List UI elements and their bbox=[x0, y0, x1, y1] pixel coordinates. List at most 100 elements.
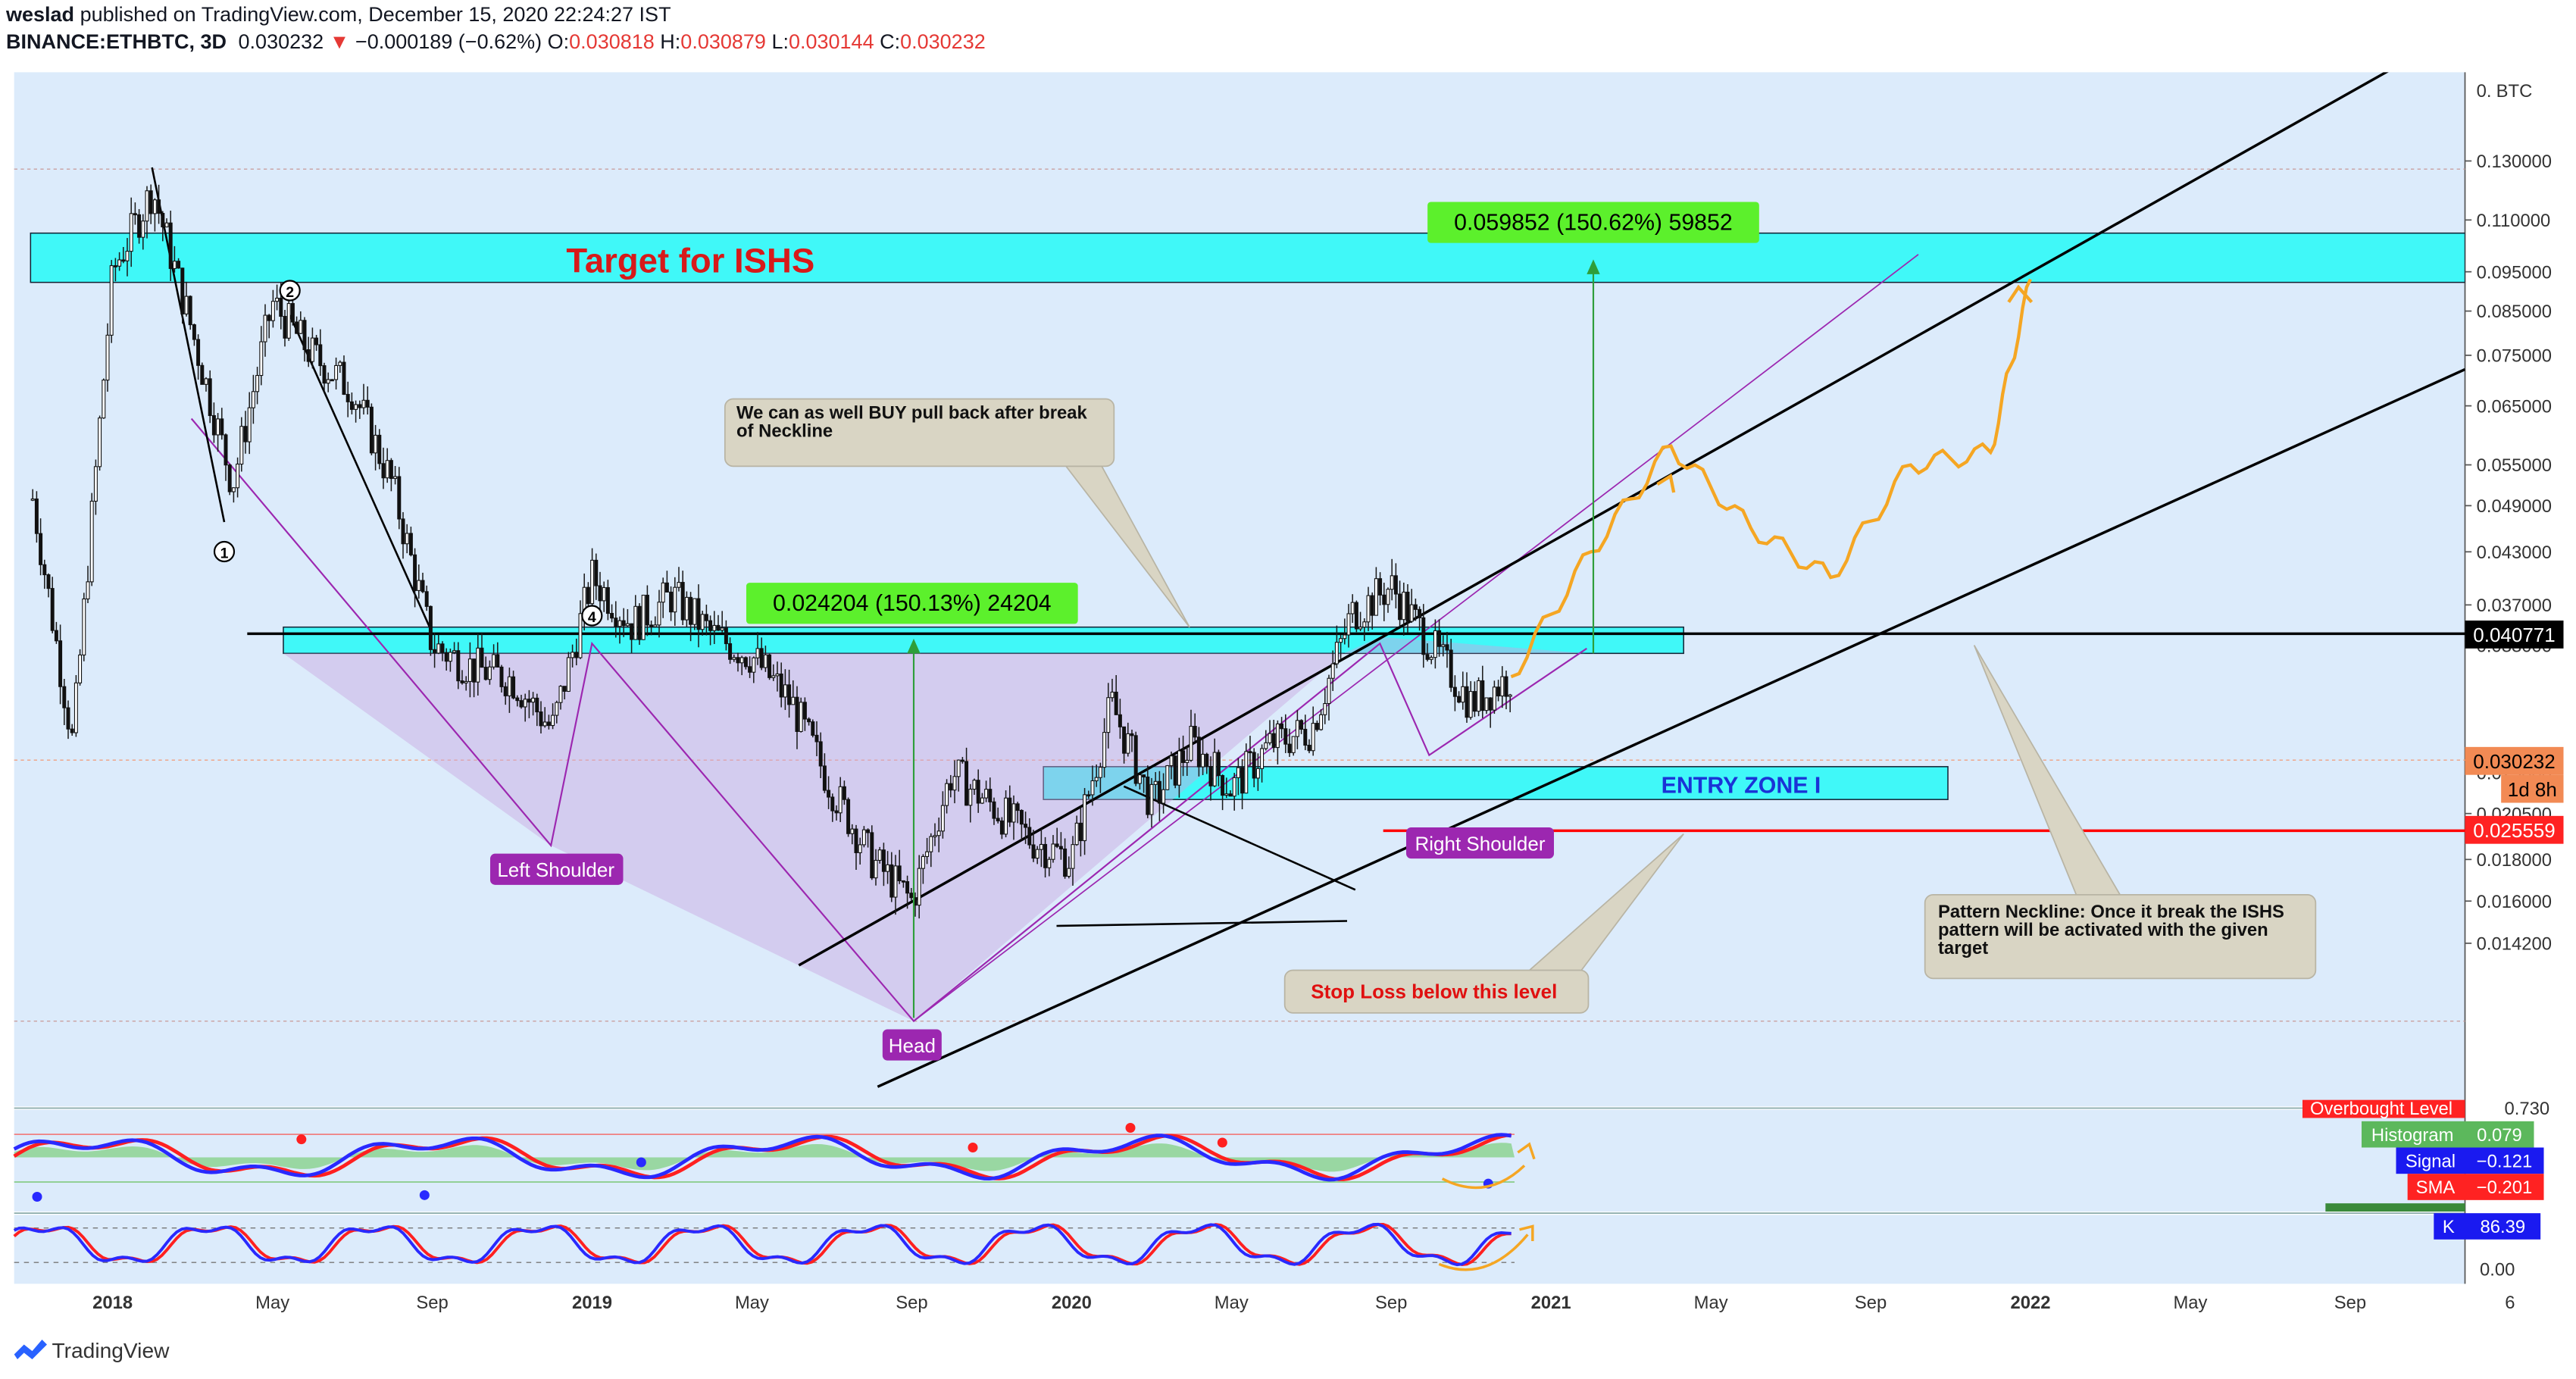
callout-box[interactable] bbox=[1283, 969, 1590, 1014]
macd-line[interactable] bbox=[13, 1133, 1512, 1182]
candle-body[interactable] bbox=[881, 849, 886, 872]
candle-body[interactable] bbox=[1287, 743, 1292, 753]
candle-body[interactable] bbox=[1008, 797, 1012, 823]
candle-body[interactable] bbox=[476, 647, 480, 683]
candle-body[interactable] bbox=[874, 859, 878, 879]
measure-label-box[interactable] bbox=[1427, 202, 1759, 243]
candle-body[interactable] bbox=[148, 190, 153, 214]
candle-body[interactable] bbox=[1437, 630, 1442, 647]
candle-body[interactable] bbox=[499, 666, 504, 687]
candle-body[interactable] bbox=[571, 652, 575, 658]
candle-body[interactable] bbox=[157, 199, 161, 214]
candle-body[interactable] bbox=[992, 801, 996, 819]
trendline[interactable] bbox=[289, 314, 433, 631]
candle-body[interactable] bbox=[487, 666, 492, 680]
candle-body[interactable] bbox=[680, 582, 685, 621]
candle-body[interactable] bbox=[1027, 827, 1032, 846]
candle-body[interactable] bbox=[551, 715, 555, 727]
candle-body[interactable] bbox=[318, 344, 323, 367]
candle-body[interactable] bbox=[542, 721, 547, 727]
candle-body[interactable] bbox=[1067, 868, 1071, 877]
candle-body[interactable] bbox=[496, 654, 500, 668]
wedge-line[interactable] bbox=[1123, 785, 1356, 891]
candle-body[interactable] bbox=[933, 835, 937, 837]
candle-body[interactable] bbox=[720, 627, 724, 631]
candle-body[interactable] bbox=[1264, 742, 1268, 749]
stoch-k-line[interactable] bbox=[13, 1222, 1512, 1267]
candle-body[interactable] bbox=[1445, 644, 1449, 651]
candle-body[interactable] bbox=[818, 741, 823, 767]
candle-body[interactable] bbox=[196, 339, 201, 366]
candle-body[interactable] bbox=[1083, 794, 1087, 842]
candle-body[interactable] bbox=[58, 640, 63, 687]
candle-body[interactable] bbox=[515, 697, 520, 702]
candle-body[interactable] bbox=[374, 434, 378, 454]
candle-body[interactable] bbox=[310, 337, 314, 362]
histogram-value-badge[interactable] bbox=[2465, 1121, 2534, 1148]
candle-body[interactable] bbox=[1374, 578, 1378, 616]
candle-body[interactable] bbox=[558, 686, 563, 703]
candle-body[interactable] bbox=[393, 476, 398, 480]
candle-body[interactable] bbox=[39, 533, 43, 565]
candle-body[interactable] bbox=[1319, 714, 1324, 730]
candle-body[interactable] bbox=[82, 598, 86, 656]
candle-body[interactable] bbox=[102, 380, 106, 419]
candle-body[interactable] bbox=[535, 697, 539, 713]
candle-body[interactable] bbox=[1051, 843, 1055, 860]
candle-body[interactable] bbox=[1311, 723, 1315, 752]
candle-body[interactable] bbox=[420, 580, 425, 593]
candle-body[interactable] bbox=[121, 259, 126, 262]
candle-body[interactable] bbox=[286, 303, 291, 339]
candle-body[interactable] bbox=[270, 301, 275, 321]
candle-body[interactable] bbox=[204, 378, 208, 385]
candle-body[interactable] bbox=[889, 864, 894, 898]
candle-body[interactable] bbox=[1024, 824, 1028, 828]
candle-body[interactable] bbox=[1063, 848, 1068, 877]
candle-body[interactable] bbox=[428, 605, 433, 650]
candle-body[interactable] bbox=[1299, 720, 1304, 730]
candle-body[interactable] bbox=[689, 596, 693, 625]
candle-body[interactable] bbox=[925, 851, 930, 857]
candle-body[interactable] bbox=[231, 487, 236, 492]
wave-marker[interactable]: 2 bbox=[279, 280, 301, 302]
candle-body[interactable] bbox=[247, 407, 252, 442]
candle-body[interactable] bbox=[641, 594, 646, 640]
candle-body[interactable] bbox=[1130, 733, 1134, 736]
candle-body[interactable] bbox=[830, 796, 835, 811]
candle-body[interactable] bbox=[1346, 613, 1351, 636]
candle-body[interactable] bbox=[1370, 595, 1374, 616]
candle-body[interactable] bbox=[208, 378, 212, 417]
callout-box[interactable] bbox=[724, 398, 1115, 467]
candle-body[interactable] bbox=[1126, 733, 1130, 754]
candle-body[interactable] bbox=[893, 865, 898, 898]
candle-body[interactable] bbox=[34, 498, 39, 534]
candle-body[interactable] bbox=[290, 303, 295, 323]
candle-body[interactable] bbox=[302, 320, 307, 351]
candle-body[interactable] bbox=[448, 652, 452, 662]
candle-body[interactable] bbox=[1492, 686, 1496, 711]
candle-body[interactable] bbox=[483, 667, 488, 680]
candle-body[interactable] bbox=[365, 399, 370, 408]
candle-body[interactable] bbox=[1334, 642, 1339, 664]
candle-body[interactable] bbox=[767, 654, 772, 678]
candle-body[interactable] bbox=[886, 864, 890, 872]
candle-body[interactable] bbox=[275, 297, 280, 302]
candle-body[interactable] bbox=[1133, 735, 1138, 784]
candle-body[interactable] bbox=[692, 598, 697, 625]
candle-body[interactable] bbox=[1402, 591, 1406, 621]
candle-body[interactable] bbox=[736, 657, 740, 664]
candle-body[interactable] bbox=[1461, 686, 1465, 703]
candle-body[interactable] bbox=[66, 707, 70, 730]
candle-body[interactable] bbox=[811, 721, 815, 736]
candle-body[interactable] bbox=[870, 832, 874, 879]
candle-body[interactable] bbox=[1409, 604, 1414, 622]
candle-body[interactable] bbox=[1339, 638, 1343, 643]
candle-body[interactable] bbox=[1421, 617, 1426, 655]
candle-body[interactable] bbox=[929, 836, 933, 852]
candle-body[interactable] bbox=[385, 460, 389, 479]
candle-body[interactable] bbox=[369, 406, 374, 454]
candle-body[interactable] bbox=[1169, 755, 1174, 767]
candle-body[interactable] bbox=[141, 220, 145, 238]
candle-body[interactable] bbox=[1228, 793, 1233, 797]
